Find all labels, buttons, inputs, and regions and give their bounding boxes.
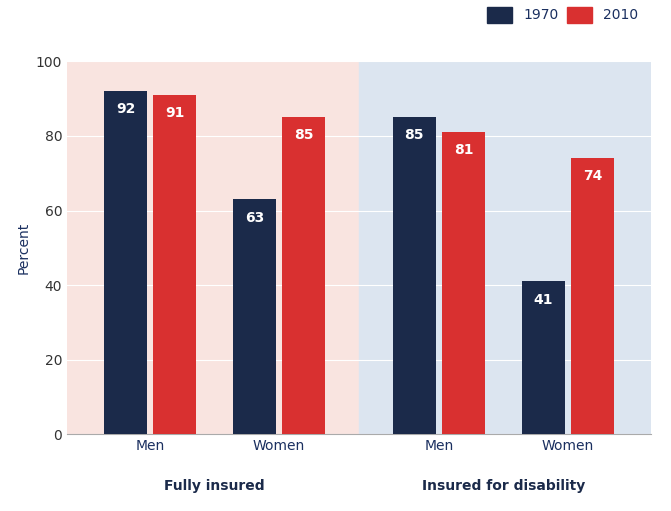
Bar <box>571 158 614 434</box>
Text: 41: 41 <box>533 293 553 307</box>
Text: 92: 92 <box>116 102 135 117</box>
Bar <box>393 117 435 434</box>
Legend: 1970, 2010: 1970, 2010 <box>482 1 644 28</box>
Bar <box>522 282 565 434</box>
Bar <box>104 91 147 434</box>
Text: 85: 85 <box>294 128 313 143</box>
Text: 85: 85 <box>405 128 424 143</box>
Bar <box>67 61 359 434</box>
Text: 74: 74 <box>583 170 602 183</box>
Text: Insured for disability: Insured for disability <box>422 479 585 493</box>
Text: Fully insured: Fully insured <box>164 479 265 493</box>
Bar <box>233 199 276 434</box>
Text: 91: 91 <box>165 106 185 120</box>
Bar <box>359 61 651 434</box>
Bar <box>442 132 485 434</box>
Text: 81: 81 <box>454 144 473 157</box>
Text: 63: 63 <box>245 211 264 224</box>
Bar <box>282 117 325 434</box>
Y-axis label: Percent: Percent <box>16 222 30 274</box>
Bar <box>153 95 196 434</box>
